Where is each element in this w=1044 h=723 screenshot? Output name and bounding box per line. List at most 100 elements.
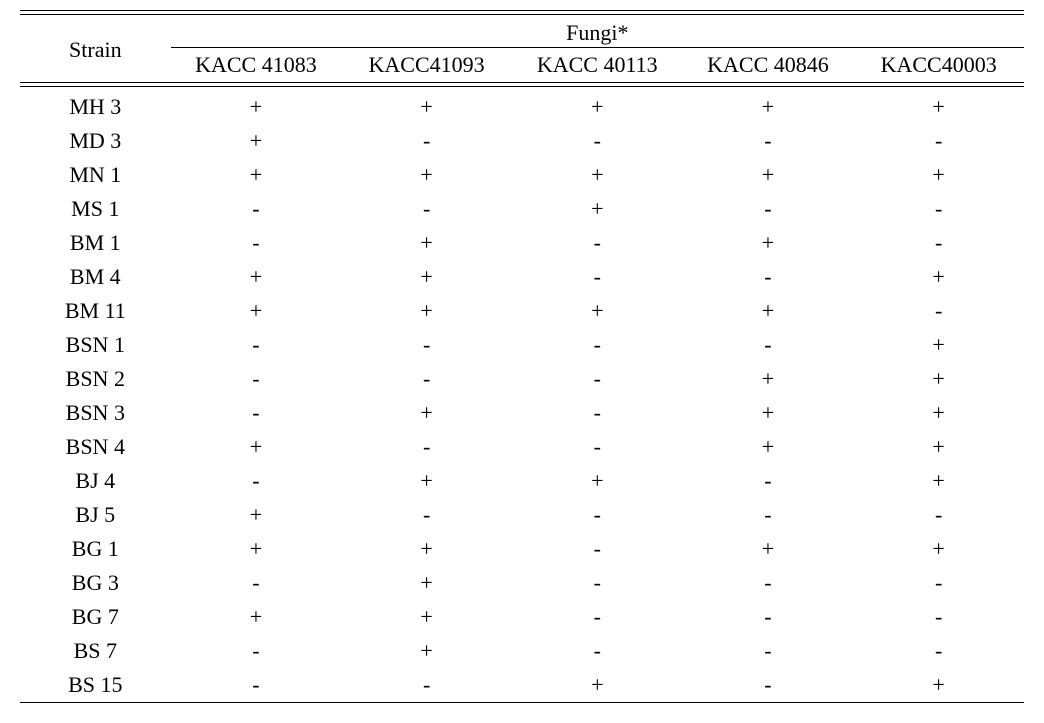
strain-cell: BG 7 (20, 600, 171, 634)
column-header: KACC 41083 (171, 48, 342, 83)
value-cell: + (171, 260, 342, 294)
value-cell: - (512, 430, 683, 464)
strain-cell: MS 1 (20, 192, 171, 226)
value-cell: - (512, 328, 683, 362)
value-cell: - (171, 634, 342, 668)
column-header: KACC41093 (341, 48, 512, 83)
value-cell: - (341, 192, 512, 226)
table-row: BS 15--+-+ (20, 668, 1024, 703)
value-cell: + (683, 430, 854, 464)
strain-cell: BS 7 (20, 634, 171, 668)
value-cell: - (512, 226, 683, 260)
table-row: BG 7++--- (20, 600, 1024, 634)
fungi-table: Strain Fungi* KACC 41083 KACC41093 KACC … (20, 10, 1024, 703)
value-cell: + (171, 600, 342, 634)
strain-cell: BM 4 (20, 260, 171, 294)
strain-cell: BM 1 (20, 226, 171, 260)
value-cell: + (683, 396, 854, 430)
value-cell: + (853, 396, 1024, 430)
column-header: KACC 40113 (512, 48, 683, 83)
value-cell: - (512, 634, 683, 668)
value-cell: - (341, 498, 512, 532)
value-cell: - (853, 634, 1024, 668)
value-cell: + (341, 226, 512, 260)
value-cell: + (683, 362, 854, 396)
value-cell: + (853, 668, 1024, 703)
table-row: MH 3+++++ (20, 90, 1024, 124)
value-cell: + (512, 668, 683, 703)
strain-cell: BSN 4 (20, 430, 171, 464)
strain-cell: BG 3 (20, 566, 171, 600)
value-cell: - (512, 566, 683, 600)
strain-cell: BSN 1 (20, 328, 171, 362)
value-cell: - (341, 362, 512, 396)
strain-cell: BJ 5 (20, 498, 171, 532)
value-cell: + (341, 396, 512, 430)
table-row: BS 7-+--- (20, 634, 1024, 668)
value-cell: - (683, 192, 854, 226)
value-cell: - (171, 192, 342, 226)
value-cell: + (341, 294, 512, 328)
value-cell: + (171, 90, 342, 124)
strain-cell: BSN 3 (20, 396, 171, 430)
value-cell: - (512, 396, 683, 430)
value-cell: + (171, 124, 342, 158)
value-cell: - (683, 634, 854, 668)
value-cell: - (512, 124, 683, 158)
value-cell: + (341, 600, 512, 634)
value-cell: - (341, 668, 512, 703)
value-cell: - (341, 430, 512, 464)
strain-cell: BG 1 (20, 532, 171, 566)
value-cell: - (512, 498, 683, 532)
value-cell: - (512, 362, 683, 396)
table-row: BM 1-+-+- (20, 226, 1024, 260)
value-cell: + (512, 192, 683, 226)
value-cell: - (171, 668, 342, 703)
table-row: BJ 5+---- (20, 498, 1024, 532)
value-cell: + (171, 430, 342, 464)
value-cell: - (853, 566, 1024, 600)
value-cell: + (683, 158, 854, 192)
value-cell: - (683, 260, 854, 294)
strain-cell: MH 3 (20, 90, 171, 124)
value-cell: - (853, 498, 1024, 532)
value-cell: + (853, 362, 1024, 396)
column-header: KACC40003 (853, 48, 1024, 83)
value-cell: + (683, 90, 854, 124)
value-cell: + (512, 90, 683, 124)
value-cell: - (853, 226, 1024, 260)
value-cell: - (171, 464, 342, 498)
table-row: MD 3+---- (20, 124, 1024, 158)
value-cell: + (853, 90, 1024, 124)
value-cell: + (171, 294, 342, 328)
value-cell: + (853, 532, 1024, 566)
strain-cell: BSN 2 (20, 362, 171, 396)
value-cell: - (171, 362, 342, 396)
value-cell: + (171, 158, 342, 192)
value-cell: + (853, 430, 1024, 464)
table-row: MN 1+++++ (20, 158, 1024, 192)
value-cell: - (341, 124, 512, 158)
value-cell: - (683, 328, 854, 362)
table-row: BM 4++--+ (20, 260, 1024, 294)
value-cell: - (171, 566, 342, 600)
value-cell: + (512, 158, 683, 192)
value-cell: + (683, 226, 854, 260)
value-cell: + (683, 532, 854, 566)
table-row: BSN 1----+ (20, 328, 1024, 362)
value-cell: + (683, 294, 854, 328)
value-cell: + (341, 158, 512, 192)
value-cell: - (512, 532, 683, 566)
value-cell: - (683, 464, 854, 498)
table-row: BSN 2---++ (20, 362, 1024, 396)
value-cell: + (171, 498, 342, 532)
value-cell: + (853, 158, 1024, 192)
value-cell: + (512, 464, 683, 498)
value-cell: + (341, 90, 512, 124)
table-row: BG 3-+--- (20, 566, 1024, 600)
value-cell: - (683, 498, 854, 532)
column-header: KACC 40846 (683, 48, 854, 83)
value-cell: + (853, 328, 1024, 362)
table-row: BM 11++++- (20, 294, 1024, 328)
strain-cell: BJ 4 (20, 464, 171, 498)
